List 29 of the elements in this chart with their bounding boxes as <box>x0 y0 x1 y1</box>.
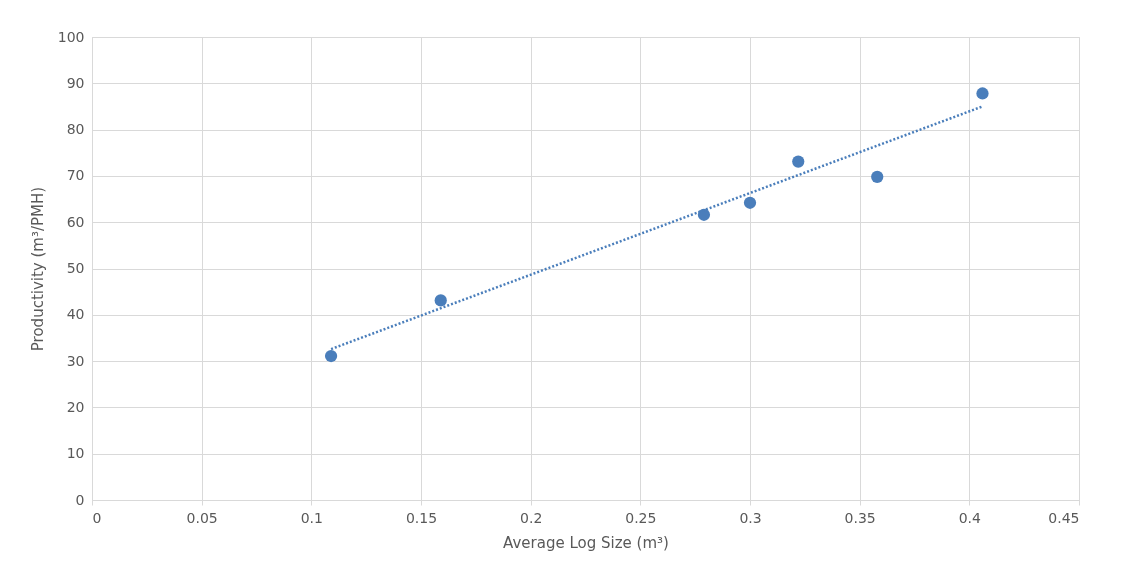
y-tick-label: 30 <box>66 352 85 369</box>
point <box>871 170 884 183</box>
point <box>743 196 757 209</box>
y-tick-label: 0 <box>75 491 85 508</box>
y-tick-label: 60 <box>66 213 85 230</box>
point <box>324 349 338 363</box>
x-tick-label: 0.05 <box>186 509 218 526</box>
y-tick-label: 80 <box>66 121 85 138</box>
point <box>792 155 805 168</box>
x-tick-label: 0.2 <box>520 509 543 526</box>
x-tick-label: 0.25 <box>625 509 657 526</box>
point <box>434 294 447 307</box>
x-tick-label: 0.4 <box>958 509 982 526</box>
x-tick-label: 0.1 <box>300 509 323 526</box>
y-tick-label: 50 <box>66 260 85 276</box>
x-tick-label: 0.45 <box>1048 509 1080 526</box>
x-tick-label: 0 <box>92 509 102 526</box>
y-tick-label: 100 <box>57 28 85 45</box>
y-tick-label: 40 <box>66 306 85 323</box>
x-tick-label: 0.15 <box>405 509 438 526</box>
x-tick-label: 0.35 <box>844 509 876 526</box>
y-tick-label: 20 <box>66 398 85 415</box>
y-tick-label: 90 <box>66 74 85 91</box>
y-axis-title: Productivity (m³/PMH) <box>28 186 47 352</box>
x-tick-label: 0.3 <box>739 509 762 526</box>
point <box>976 87 989 100</box>
x-axis-title: Average Log Size (m³) <box>503 533 669 552</box>
y-tick-label: 70 <box>66 167 85 184</box>
y-tick-label: 10 <box>66 445 85 462</box>
